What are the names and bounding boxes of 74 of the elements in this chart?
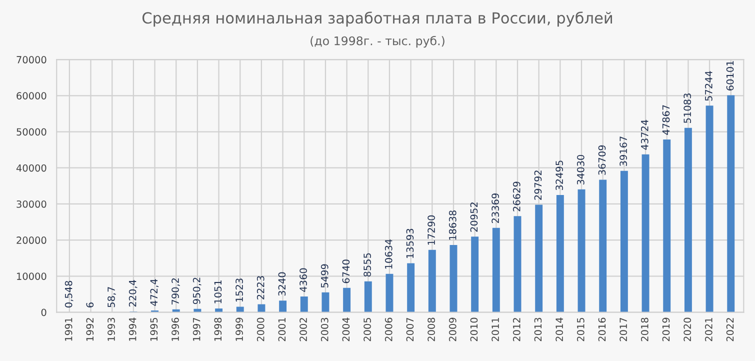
y-tick-label: 70000 xyxy=(16,56,46,64)
data-label: 39167 xyxy=(620,136,628,166)
x-tick-label: 1998 xyxy=(214,318,222,341)
x-tick-label: 1996 xyxy=(172,318,179,341)
data-label: 220,4 xyxy=(128,280,138,307)
x-tick-label: 2018 xyxy=(640,318,648,342)
x-tick-label: 2010 xyxy=(470,318,478,342)
data-label: 8555 xyxy=(364,253,371,277)
data-label: 0,548 xyxy=(64,280,74,308)
x-tick-label: 2008 xyxy=(428,318,435,342)
x-tick-label: 2015 xyxy=(576,318,584,342)
data-label: 34030 xyxy=(576,154,584,185)
y-tick-label: 30000 xyxy=(16,200,46,208)
x-tick-label: 2021 xyxy=(705,318,712,342)
x-tick-label: 2020 xyxy=(684,318,692,342)
data-label: 20952 xyxy=(470,202,478,232)
data-label: 6740 xyxy=(342,260,350,284)
x-tick-label: 2011 xyxy=(492,318,499,342)
data-label: 10634 xyxy=(384,239,392,269)
x-tick-label: 2022 xyxy=(726,318,734,342)
data-label: 32495 xyxy=(556,160,563,190)
chart-title: Средняя номинальная заработная плата в России, рублей xyxy=(142,12,612,27)
data-label: 43724 xyxy=(640,120,648,150)
x-tick-label: 1999 xyxy=(236,318,243,341)
data-label: 950,2 xyxy=(192,278,202,304)
data-label: 4360 xyxy=(300,268,307,292)
data-label: 1051 xyxy=(214,280,222,304)
data-label: 472,4 xyxy=(150,279,159,306)
x-tick-label: 2016 xyxy=(598,318,606,342)
y-tick-label: 40000 xyxy=(16,164,46,172)
x-tick-label: 1995 xyxy=(150,318,158,341)
data-label: 18638 xyxy=(448,210,456,240)
x-tick-label: 2017 xyxy=(620,318,628,342)
y-tick-label: 20000 xyxy=(16,236,46,244)
data-label: 6 xyxy=(86,302,94,308)
x-tick-label: 1994 xyxy=(128,318,136,341)
x-tick-label: 1997 xyxy=(192,318,200,341)
data-label: 60101 xyxy=(726,61,734,90)
y-tick-label: 50000 xyxy=(16,128,46,136)
x-tick-label: 2014 xyxy=(556,318,563,342)
data-label: 2223 xyxy=(256,276,264,300)
x-tick-label: 2005 xyxy=(364,318,371,342)
data-label: 51083 xyxy=(684,94,692,123)
data-label: 17290 xyxy=(428,215,435,245)
data-label: 1523 xyxy=(236,278,243,302)
x-tick-label: 2001 xyxy=(278,318,286,342)
x-tick-label: 2006 xyxy=(384,318,392,342)
data-label: 790,2 xyxy=(172,278,180,304)
x-tick-label: 2012 xyxy=(512,318,520,342)
x-tick-label: 2003 xyxy=(320,318,328,342)
chart-subtitle: (до 1998г. - тыс. руб.) xyxy=(310,36,444,48)
data-label: 58,7 xyxy=(108,287,116,308)
y-tick-label: 60000 xyxy=(16,92,46,100)
x-tick-label: 2000 xyxy=(256,318,264,342)
x-tick-label: 2007 xyxy=(406,318,414,342)
x-tick-label: 1991 xyxy=(64,318,72,341)
data-label: 13593 xyxy=(406,228,414,258)
data-label: 5499 xyxy=(320,264,328,288)
x-tick-label: 2009 xyxy=(448,318,456,342)
data-label: 23369 xyxy=(492,193,499,224)
data-label: 29792 xyxy=(534,170,542,200)
x-tick-label: 2013 xyxy=(534,318,542,342)
x-tick-label: 1993 xyxy=(108,318,115,341)
x-tick-label: 1992 xyxy=(86,318,94,341)
data-label: 57244 xyxy=(705,71,712,101)
x-tick-label: 2004 xyxy=(342,318,350,342)
x-tick-label: 2002 xyxy=(300,318,307,342)
data-label: 3240 xyxy=(278,272,286,296)
data-label: 26629 xyxy=(512,182,520,212)
y-tick-label: 0 xyxy=(41,308,46,316)
data-label: 47867 xyxy=(662,105,670,135)
data-label: 36709 xyxy=(598,145,606,175)
x-tick-label: 2019 xyxy=(662,318,670,342)
y-tick-label: 10000 xyxy=(17,272,46,280)
